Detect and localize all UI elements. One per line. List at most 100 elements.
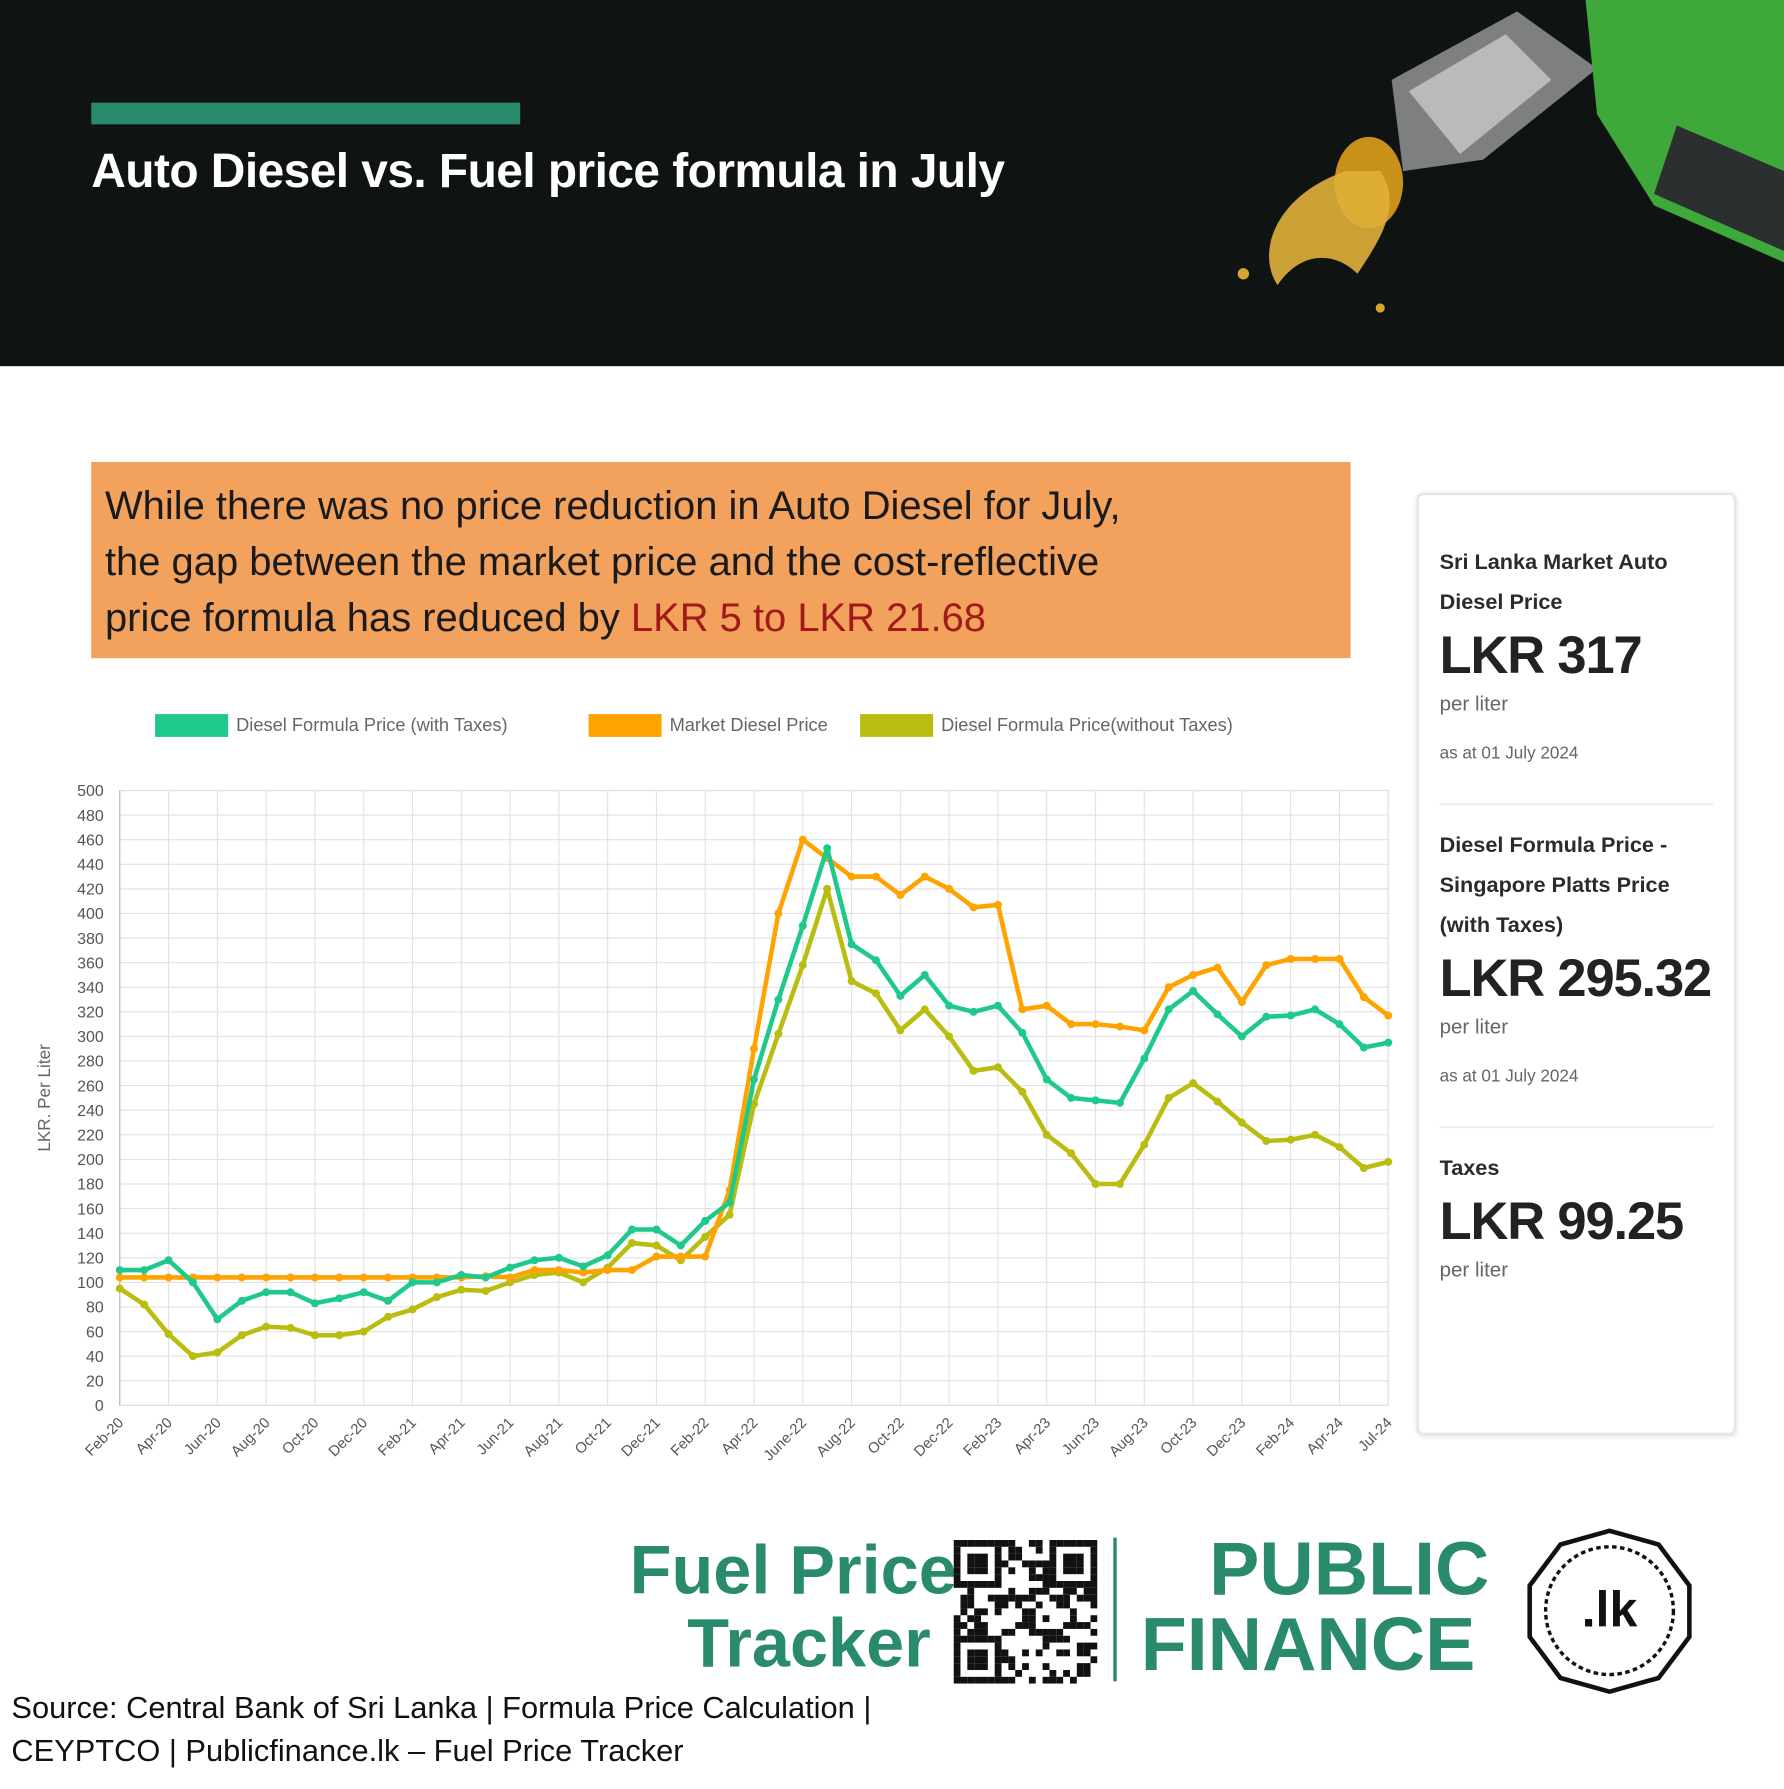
qr-module (967, 1628, 975, 1636)
data-point (603, 1266, 612, 1275)
data-point (725, 1198, 734, 1207)
qr-module (953, 1676, 961, 1684)
qr-module (1042, 1628, 1050, 1636)
data-point (506, 1273, 515, 1282)
data-point (384, 1273, 393, 1282)
data-point (188, 1278, 197, 1287)
qr-module (1090, 1628, 1098, 1636)
data-point (1311, 1005, 1320, 1014)
y-tick-label: 320 (77, 1005, 104, 1022)
qr-module (1083, 1594, 1091, 1602)
qr-module (1035, 1601, 1043, 1609)
data-point (1335, 1143, 1344, 1152)
qr-module (1049, 1594, 1057, 1602)
qr-module (994, 1581, 1002, 1588)
qr-module (967, 1567, 975, 1575)
card-note: as at 01 July 2024 (1439, 743, 1579, 764)
qr-module (1028, 1628, 1036, 1636)
data-point (530, 1256, 539, 1265)
data-point (140, 1266, 149, 1275)
data-point (335, 1273, 344, 1282)
qr-module (987, 1539, 995, 1547)
x-tick-label: Dec-23 (1204, 1415, 1249, 1460)
qr-module (1042, 1676, 1050, 1684)
qr-module (994, 1601, 1002, 1609)
x-tick-label: Aug-21 (521, 1415, 566, 1460)
qr-module (1063, 1587, 1070, 1595)
qr-module (1022, 1615, 1029, 1623)
data-point (871, 989, 880, 998)
data-point (1359, 1164, 1368, 1173)
data-point (652, 1252, 661, 1261)
data-point (1115, 1022, 1124, 1031)
y-tick-label: 100 (77, 1275, 104, 1292)
qr-module (1076, 1649, 1084, 1657)
qr-module (994, 1594, 1002, 1602)
qr-module (1049, 1628, 1057, 1636)
qr-module (1090, 1615, 1098, 1623)
data-point (896, 991, 905, 1000)
callout-highlight: LKR 5 to LKR 21.68 (630, 595, 987, 640)
card-unit: per liter (1439, 692, 1509, 716)
x-tick-label: Apr-23 (1011, 1415, 1054, 1458)
qr-module (1035, 1546, 1043, 1554)
qr-module (1022, 1663, 1029, 1670)
data-point (676, 1252, 685, 1261)
data-point (993, 900, 1002, 909)
data-point (359, 1273, 368, 1282)
qr-module (1069, 1676, 1077, 1684)
data-point (359, 1288, 368, 1297)
data-point (140, 1273, 149, 1282)
tracker-line: Tracker (687, 1604, 931, 1682)
data-point (1115, 1098, 1124, 1107)
qr-module (981, 1608, 988, 1616)
qr-module (1090, 1587, 1098, 1595)
data-point (579, 1268, 588, 1277)
qr-module (1015, 1594, 1023, 1602)
data-point (1237, 1032, 1246, 1041)
data-point (237, 1331, 246, 1340)
qr-module (1008, 1539, 1016, 1547)
x-tick-label: Dec-20 (326, 1415, 371, 1460)
data-point (847, 977, 856, 986)
data-point (969, 1007, 978, 1016)
data-point (871, 872, 880, 881)
qr-module (1076, 1594, 1084, 1602)
data-point (628, 1225, 637, 1234)
qr-module (1090, 1553, 1098, 1561)
qr-module (1056, 1676, 1064, 1684)
qr-module (994, 1656, 1002, 1664)
qr-module (1069, 1608, 1077, 1616)
qr-module (1069, 1567, 1077, 1575)
data-point (847, 940, 856, 949)
x-tick-label: Feb-20 (83, 1415, 128, 1460)
qr-module (1090, 1539, 1098, 1547)
data-point (1262, 1136, 1271, 1145)
y-tick-label: 180 (77, 1177, 104, 1194)
data-point (1237, 998, 1246, 1007)
separator (1439, 803, 1714, 806)
qr-module (1076, 1539, 1084, 1547)
qr-module (981, 1581, 988, 1588)
data-point (213, 1315, 222, 1324)
data-point (1262, 1012, 1271, 1021)
data-point (1091, 1180, 1100, 1188)
data-point (823, 884, 832, 893)
data-point (1311, 954, 1320, 963)
qr-module (1090, 1560, 1098, 1568)
qr-module (1076, 1642, 1084, 1650)
y-tick-label: 300 (77, 1029, 104, 1046)
qr-module (1083, 1642, 1091, 1650)
data-point (969, 903, 978, 912)
qr-module (1090, 1581, 1098, 1588)
qr-module (1076, 1622, 1084, 1629)
qr-module (1083, 1649, 1091, 1657)
data-point (1140, 1026, 1149, 1035)
qr-module (1001, 1539, 1009, 1547)
qr-module (981, 1622, 988, 1629)
data-point (969, 1066, 978, 1075)
qr-module (1049, 1567, 1057, 1575)
data-point (823, 844, 832, 853)
qr-module (1015, 1622, 1023, 1629)
data-point (384, 1312, 393, 1321)
